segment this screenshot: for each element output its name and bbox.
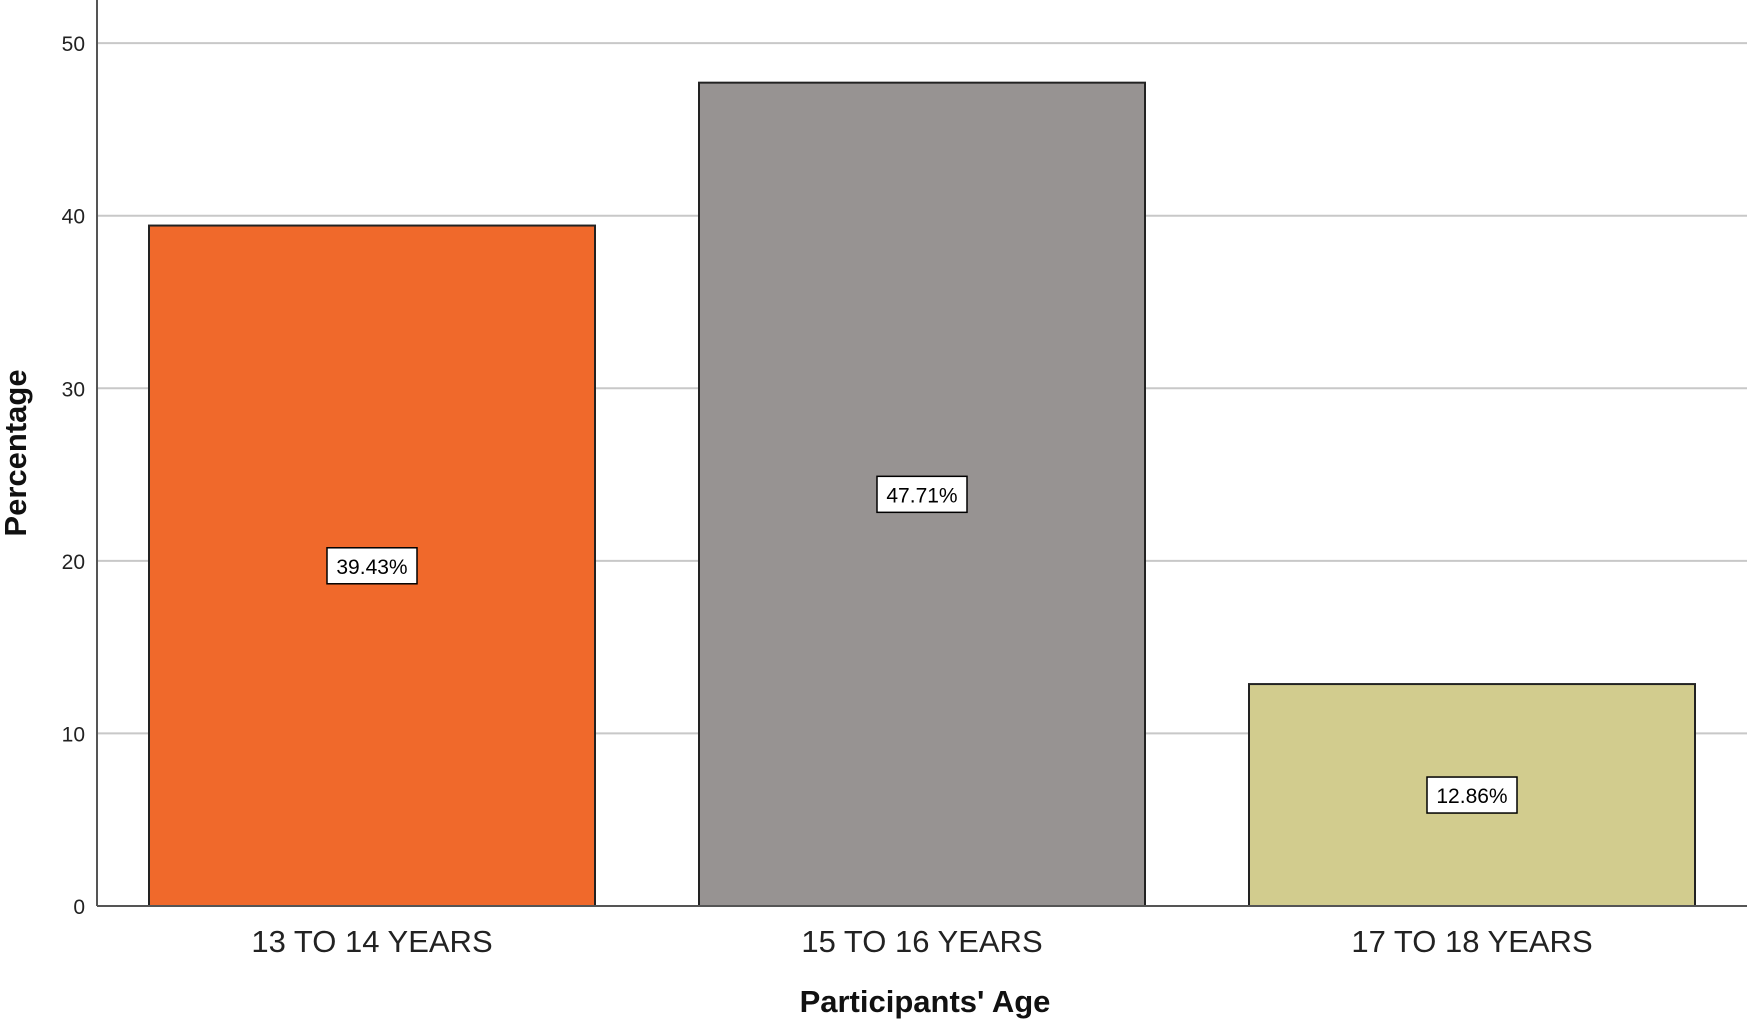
- bars: [148, 81, 1696, 908]
- data-label-box: [326, 547, 418, 585]
- data-label: 47.71%: [886, 484, 957, 507]
- y-tick-label: 10: [62, 723, 85, 746]
- y-tick-label: 50: [62, 33, 85, 56]
- data-labels: 39.43% 47.71% 12.86%: [326, 475, 1518, 814]
- y-tick-label: 0: [73, 896, 85, 919]
- data-label: 12.86%: [1436, 785, 1507, 808]
- x-category-label: 17 TO 18 YEARS: [1351, 924, 1592, 959]
- x-axis-title: Participants' Age: [800, 984, 1051, 1019]
- data-label: 39.43%: [336, 556, 407, 579]
- y-tick-label: 30: [62, 378, 85, 401]
- data-label-box: [1426, 776, 1518, 814]
- y-tick-label: 40: [62, 206, 85, 229]
- y-tick-labels: 0 10 20 30 40 50: [62, 33, 85, 919]
- x-category-label: 13 TO 14 YEARS: [251, 924, 492, 959]
- x-category-label: 15 TO 16 YEARS: [801, 924, 1042, 959]
- y-tick-label: 20: [62, 551, 85, 574]
- x-category-labels: 13 TO 14 YEARS 15 TO 16 YEARS 17 TO 18 YEA…: [251, 924, 1592, 959]
- y-axis-title: Percentage: [0, 369, 33, 536]
- axes: [96, 0, 1747, 907]
- data-label-box: [876, 475, 968, 514]
